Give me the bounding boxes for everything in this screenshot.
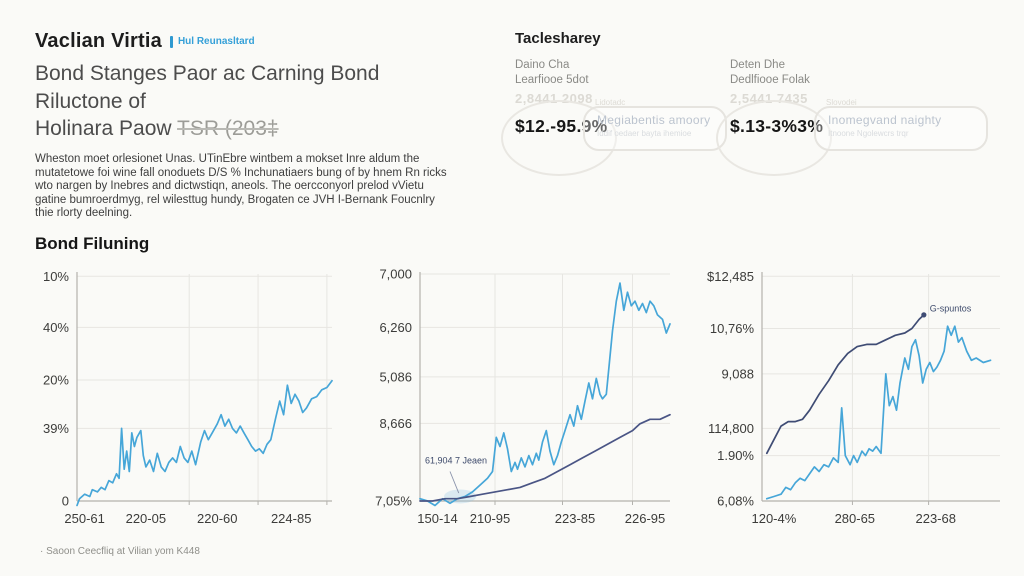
y-tick-label: 114,800 — [708, 421, 754, 436]
chart-annotation: 61,904 7 Jeaen — [425, 456, 487, 466]
y-tick-label: 5,086 — [379, 369, 412, 384]
charts-section-title: Bond Filuning — [35, 234, 150, 253]
y-tick-label: 40% — [43, 320, 69, 335]
y-tick-label: 20% — [43, 373, 69, 388]
x-tick-label: 226-95 — [625, 511, 665, 526]
footnote: · Saoon Ceecfliq at Vilian yom K448 — [40, 546, 200, 557]
ghost-pill-button[interactable]: Lidotadc Megiabentis amoory Iddif oedaer… — [583, 98, 727, 151]
y-tick-label: 6,260 — [379, 320, 412, 335]
ellipse-highlight — [716, 99, 832, 176]
stat-item: Deten Dhe Dedlfiooe Folak 2,5441 7435 $.… — [716, 58, 988, 176]
y-tick-label: 1.90% — [717, 448, 754, 463]
y-tick-label: 6,08% — [717, 494, 754, 509]
ellipse-highlight — [501, 99, 617, 176]
y-tick-label: 7,000 — [379, 268, 412, 282]
stat-item: Daino Cha Learfiooe 5dot 2,8441 2098 $12… — [501, 58, 730, 176]
stat-label-line1: Deten Dhe — [730, 59, 785, 71]
chart-left: 10% 40% 20% 39% 0 250-61 220-05 220-60 224-85 — [30, 268, 342, 530]
chart-middle-svg: 7,000 6,260 5,086 8,666 7,05% 150-14 210-95 223… — [375, 268, 671, 526]
x-tick-label: 220-05 — [126, 511, 166, 526]
header-tag-label: Hul Reunasltard — [177, 36, 255, 47]
pill-subtext: Itnoone Ngolewcrs trqr — [828, 128, 909, 138]
pill-text: Inomegvand naighty — [828, 112, 942, 127]
x-tick-label: 223-68 — [915, 511, 955, 526]
y-tick-label: 9,088 — [721, 366, 754, 381]
x-tick-label: 280-65 — [835, 511, 875, 526]
stats-title: Taclesharey — [515, 30, 601, 47]
x-tick-label: 120-4% — [751, 511, 796, 526]
x-tick-label: 220-60 — [197, 511, 237, 526]
page-title-muted: TSR (203‡ — [177, 117, 279, 141]
x-tick-label: 150-14 — [417, 511, 457, 526]
pill-text: Megiabentis amoory — [597, 112, 711, 127]
y-tick-label: 8,666 — [379, 416, 412, 431]
chart-right: $12,485 10,76% 9,088 114,800 1.90% 6,08% 120-4… — [700, 268, 1012, 530]
x-tick-label: 250-61 — [64, 511, 104, 526]
y-tick-label: 7,05% — [375, 494, 412, 509]
stat-label-line1: Daino Cha — [515, 59, 570, 71]
intro-paragraph: Wheston moet orlesionet Unas. UTinEbre w… — [35, 153, 447, 220]
page-title-line1: Bond Stanges Paor ac Carning Bond Riluct… — [35, 62, 380, 113]
pill-caption: Lidotadc — [595, 97, 626, 107]
stat-label-line2: Learfiooe 5dot — [515, 73, 589, 86]
x-tick-label: 223-85 — [555, 511, 595, 526]
y-tick-label: $12,485 — [707, 269, 754, 284]
x-tick-label: 224-85 — [271, 511, 311, 526]
stat-label-line2: Dedlfiooe Folak — [730, 73, 810, 86]
y-tick-label: 0 — [62, 494, 69, 509]
y-tick-label: 10% — [43, 269, 69, 284]
chart-left-svg: 10% 40% 20% 39% 0 250-61 220-05 220-60 224-85 — [43, 269, 333, 526]
stats-panel: Taclesharey Daino Cha Learfiooe 5dot 2,8… — [501, 30, 1015, 176]
pill-caption: Slovodei — [826, 97, 857, 107]
brand-title: Vaclian Virtia — [35, 30, 162, 52]
chart-annotation: G-spuntos — [930, 303, 972, 313]
ghost-pill-button[interactable]: Slovodei Inomegvand naighty Itnoone Ngol… — [814, 98, 988, 151]
chart-middle: 7,000 6,260 5,086 8,666 7,05% 150-14 210-95 223… — [368, 268, 680, 530]
header-tag-link[interactable]: Hul Reunasltard — [169, 35, 255, 48]
x-tick-label: 210-95 — [470, 511, 510, 526]
pill-subtext: Iddif oedaer bayta ihemioe — [597, 128, 692, 138]
separator-bar-icon — [169, 35, 173, 48]
stat-value: $.13-3%3% — [730, 115, 824, 136]
chart-right-svg: $12,485 10,76% 9,088 114,800 1.90% 6,08% 120-4… — [707, 269, 1000, 526]
page-title-line2: Holinara Paow — [35, 117, 172, 141]
y-tick-label: 10,76% — [710, 321, 755, 336]
header: Vaclian Virtia Hul Reunasltard Bond Stan… — [35, 30, 465, 221]
page-title: Bond Stanges Paor ac Carning Bond Riluct… — [35, 60, 465, 143]
y-tick-label: 39% — [43, 421, 69, 436]
